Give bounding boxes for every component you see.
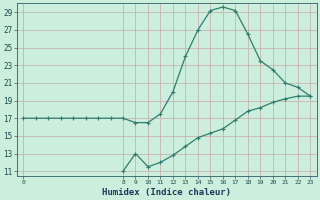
X-axis label: Humidex (Indice chaleur): Humidex (Indice chaleur) [102,188,231,197]
